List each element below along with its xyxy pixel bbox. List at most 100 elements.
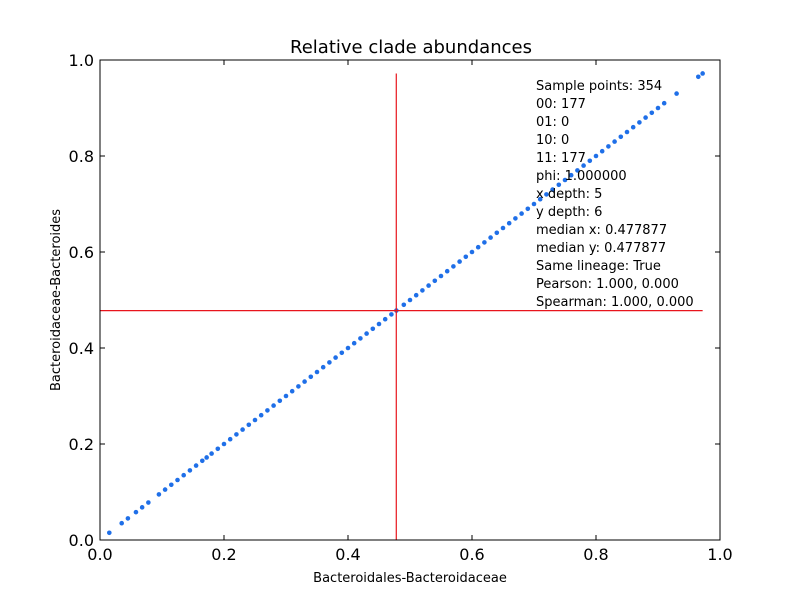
y-tick-label: 1.0 bbox=[69, 51, 94, 70]
data-point bbox=[277, 398, 283, 404]
x-tick-labels: 0.0 0.2 0.4 0.6 0.8 1.0 bbox=[87, 545, 732, 564]
y-axis-label: Bacteroidaceae-Bacteroides bbox=[49, 209, 64, 391]
data-point bbox=[358, 336, 363, 341]
data-point bbox=[289, 388, 295, 394]
data-point bbox=[302, 379, 307, 384]
x-tick-label: 0.2 bbox=[211, 545, 236, 564]
data-point bbox=[482, 240, 487, 245]
data-point bbox=[525, 206, 531, 212]
data-point bbox=[320, 364, 326, 370]
y-tick-label: 0.4 bbox=[69, 339, 94, 358]
data-point bbox=[327, 360, 332, 365]
data-point bbox=[181, 472, 186, 478]
data-point bbox=[246, 422, 252, 428]
data-point bbox=[119, 520, 124, 526]
data-point bbox=[550, 187, 555, 192]
data-point bbox=[271, 403, 276, 408]
data-point bbox=[382, 316, 388, 322]
data-point bbox=[175, 477, 180, 483]
data-point bbox=[575, 168, 580, 173]
data-point bbox=[407, 297, 413, 303]
data-point bbox=[637, 120, 642, 125]
data-point bbox=[345, 345, 351, 351]
data-point bbox=[125, 516, 131, 521]
data-point bbox=[258, 412, 264, 418]
data-point bbox=[674, 91, 679, 96]
data-point bbox=[488, 235, 493, 240]
data-point bbox=[475, 244, 481, 250]
data-point bbox=[339, 350, 345, 356]
data-point bbox=[187, 468, 193, 473]
data-point bbox=[696, 74, 701, 80]
data-point bbox=[401, 302, 407, 308]
data-point bbox=[457, 259, 462, 264]
data-point bbox=[531, 201, 537, 207]
stats-line: phi: 1.000000 bbox=[536, 169, 627, 184]
data-point bbox=[438, 273, 444, 279]
x-tick-label: 0.0 bbox=[87, 545, 112, 564]
data-point bbox=[389, 312, 394, 317]
data-point bbox=[227, 436, 233, 442]
data-point bbox=[618, 134, 624, 140]
data-point bbox=[655, 105, 661, 111]
x-tick-label: 0.4 bbox=[335, 545, 360, 564]
data-point bbox=[544, 192, 549, 197]
data-point bbox=[432, 278, 438, 284]
data-point bbox=[500, 225, 506, 231]
data-point bbox=[587, 158, 593, 164]
stats-line: Same lineage: True bbox=[536, 259, 661, 274]
data-point bbox=[169, 482, 174, 488]
data-point bbox=[156, 492, 162, 497]
data-point bbox=[451, 264, 456, 269]
data-point bbox=[494, 230, 500, 236]
data-point bbox=[193, 463, 199, 468]
data-point bbox=[162, 487, 168, 492]
y-tick-label: 0.2 bbox=[69, 435, 94, 454]
data-point bbox=[624, 129, 630, 135]
data-point bbox=[599, 148, 605, 154]
data-point bbox=[265, 408, 270, 413]
data-point bbox=[252, 417, 258, 423]
stats-line: median y: 0.477877 bbox=[536, 241, 666, 256]
data-point bbox=[643, 115, 648, 120]
data-point bbox=[364, 331, 369, 336]
data-point bbox=[234, 432, 239, 437]
data-point bbox=[630, 124, 636, 130]
plot-frame bbox=[99, 59, 721, 541]
data-point bbox=[413, 292, 419, 298]
data-point bbox=[519, 211, 524, 216]
data-point bbox=[593, 153, 599, 159]
data-point bbox=[426, 283, 431, 288]
data-point bbox=[700, 71, 705, 76]
data-point bbox=[537, 196, 543, 202]
x-tick-label: 0.8 bbox=[583, 545, 608, 564]
data-point bbox=[469, 249, 475, 255]
data-point bbox=[139, 505, 145, 510]
data-point bbox=[107, 530, 112, 536]
data-point bbox=[308, 374, 314, 380]
data-point bbox=[513, 216, 518, 221]
stats-annotation: Sample points: 354 00: 177 01: 0 10: 0 11: 1… bbox=[536, 79, 694, 310]
stats-line: Pearson: 1.000, 0.000 bbox=[536, 277, 679, 292]
stats-line: 10: 0 bbox=[536, 133, 569, 148]
data-point bbox=[556, 182, 562, 188]
data-point bbox=[420, 288, 425, 293]
data-point bbox=[221, 441, 227, 447]
stats-line: 00: 177 bbox=[536, 97, 586, 112]
y-tick-label: 0.6 bbox=[69, 243, 94, 262]
data-point bbox=[581, 163, 586, 168]
data-point bbox=[606, 144, 611, 149]
x-tick-label: 0.6 bbox=[459, 545, 484, 564]
stats-line: 11: 177 bbox=[536, 151, 586, 166]
stats-line: x depth: 5 bbox=[536, 187, 602, 202]
stats-line: median x: 0.477877 bbox=[536, 223, 667, 238]
data-point bbox=[444, 268, 450, 274]
data-point bbox=[376, 321, 382, 327]
stats-line: Spearman: 1.000, 0.000 bbox=[536, 295, 694, 310]
data-point bbox=[661, 100, 667, 106]
stats-line: 01: 0 bbox=[536, 115, 569, 130]
data-point bbox=[612, 139, 617, 144]
data-point bbox=[463, 254, 469, 260]
data-point bbox=[314, 369, 320, 375]
